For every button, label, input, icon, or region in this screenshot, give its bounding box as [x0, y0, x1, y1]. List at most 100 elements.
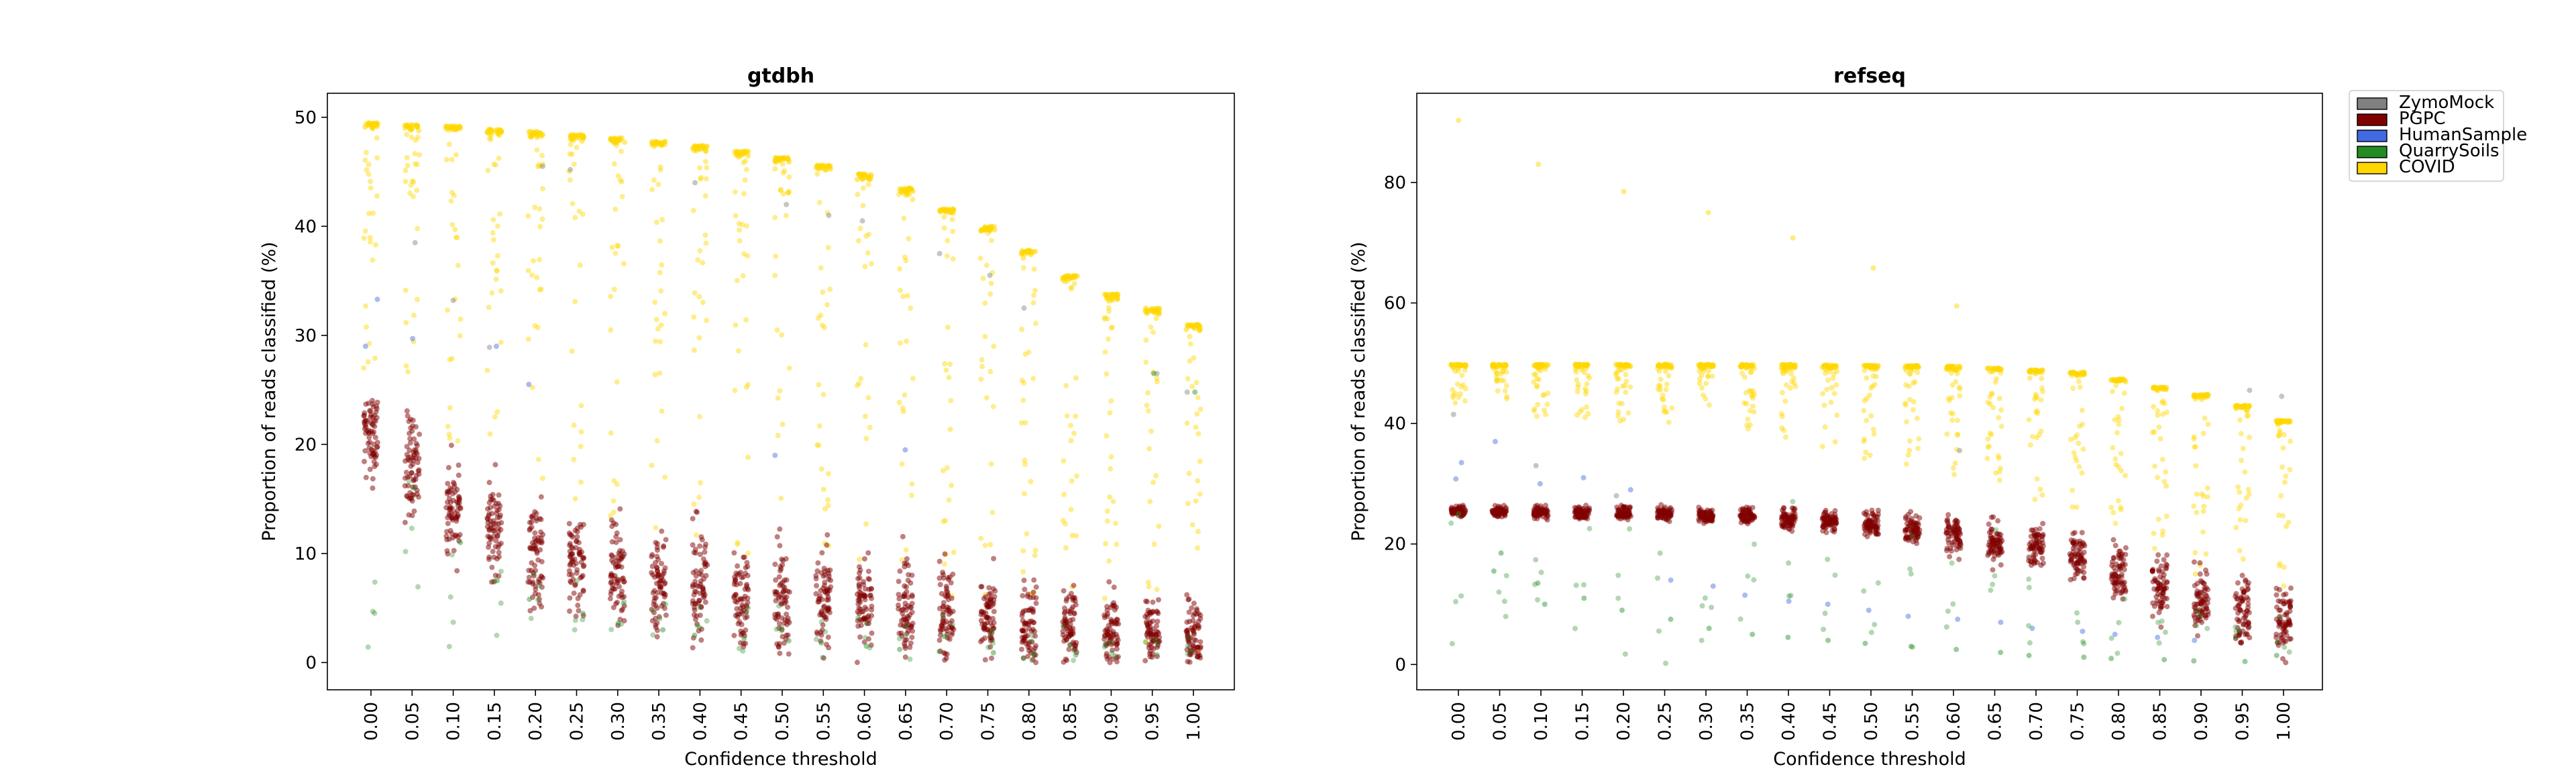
covid-point — [868, 261, 874, 267]
pgpc-point — [370, 485, 376, 491]
covid-point — [2287, 466, 2293, 472]
covid-point — [447, 357, 453, 363]
pgpc-point — [370, 476, 376, 482]
covid-point — [494, 268, 500, 274]
pgpc-point — [781, 640, 787, 646]
x-tick-label: 0.85 — [1061, 702, 1081, 741]
covid-point — [1503, 382, 1509, 389]
covid-point — [2152, 463, 2158, 469]
covid-point — [2163, 384, 2169, 391]
pgpc-point — [1913, 513, 1919, 519]
x-tick-label: 0.75 — [979, 702, 999, 741]
covid-point — [1148, 428, 1155, 434]
covid-point — [2077, 384, 2083, 391]
covid-point — [615, 173, 621, 179]
pgpc-point — [1577, 515, 1583, 521]
covid-point — [1783, 364, 1789, 370]
pgpc-point — [855, 609, 861, 615]
covid-point — [777, 187, 784, 193]
pgpc-point — [691, 612, 697, 618]
covid-point — [619, 194, 625, 200]
covid-point — [1658, 387, 1664, 393]
quarrysoils-point — [988, 633, 994, 639]
covid-point — [777, 388, 783, 394]
covid-point — [493, 276, 499, 282]
covid-point — [2070, 487, 2076, 493]
pgpc-point — [535, 592, 541, 598]
covid-point — [863, 233, 869, 239]
covid-point — [786, 156, 792, 162]
pgpc-point — [2074, 570, 2080, 576]
covid-point — [1024, 248, 1030, 254]
covid-point — [1063, 545, 1069, 551]
covid-point — [534, 147, 540, 153]
pgpc-point — [527, 527, 533, 533]
pgpc-point — [363, 474, 369, 480]
covid-point — [2116, 417, 2122, 423]
pgpc-point — [857, 570, 863, 576]
covid-point — [1955, 417, 1961, 423]
covid-point — [991, 227, 998, 233]
covid-point — [1022, 491, 1028, 497]
covid-point — [1146, 446, 1152, 452]
pgpc-point — [1875, 507, 1881, 513]
covid-point — [1189, 522, 1195, 528]
pgpc-point — [814, 568, 820, 574]
covid-point — [611, 161, 617, 167]
covid-point — [943, 517, 949, 523]
quarrysoils-point — [1030, 633, 1036, 639]
covid-point — [1903, 461, 1909, 467]
quarrysoils-point — [1020, 655, 1026, 661]
quarrysoils-point — [1102, 641, 1108, 648]
pgpc-point — [1030, 589, 1036, 595]
x-tick-label: 0.55 — [814, 702, 834, 741]
covid-point — [1071, 280, 1077, 287]
pgpc-point — [869, 630, 875, 636]
covid-point — [775, 432, 781, 438]
covid-point — [415, 225, 421, 231]
covid-point — [2200, 431, 2206, 437]
pgpc-point — [413, 484, 419, 490]
covid-point — [1741, 400, 1748, 406]
humansample-point — [772, 452, 778, 458]
pgpc-point — [496, 525, 502, 531]
pgpc-point — [979, 609, 985, 615]
covid-point — [1194, 411, 1200, 417]
covid-point — [531, 258, 537, 264]
quarrysoils-point — [527, 597, 533, 603]
covid-point — [2118, 505, 2124, 511]
pgpc-point — [533, 515, 539, 521]
pgpc-point — [2150, 600, 2156, 606]
pgpc-point — [613, 601, 619, 607]
covid-point — [1782, 434, 1788, 440]
covid-point — [864, 174, 870, 181]
covid-point — [494, 409, 500, 415]
pgpc-point — [2164, 579, 2170, 585]
covid-point — [1951, 472, 1957, 478]
covid-point — [2155, 388, 2161, 394]
pgpc-point — [944, 651, 950, 657]
pgpc-point — [1499, 507, 1505, 513]
pgpc-point — [1703, 513, 1709, 519]
covid-point — [1462, 398, 1468, 404]
quarrysoils-point — [1150, 370, 1157, 376]
covid-point — [1577, 409, 1583, 415]
covid-point — [696, 495, 702, 501]
covid-point — [1502, 388, 1508, 394]
covid-point — [2245, 486, 2251, 493]
covid-point — [2118, 450, 2124, 456]
pgpc-point — [909, 634, 915, 640]
covid-point — [1656, 368, 1662, 374]
pgpc-point — [1995, 518, 2001, 524]
covid-point — [941, 518, 947, 524]
pgpc-point — [529, 595, 535, 601]
x-tick-label: 0.00 — [362, 702, 382, 741]
covid-point — [820, 486, 826, 493]
pgpc-point — [372, 434, 378, 440]
covid-point — [859, 171, 865, 177]
covid-point — [1145, 579, 1151, 585]
pgpc-point — [942, 657, 948, 663]
covid-point — [403, 319, 409, 325]
covid-point — [2039, 376, 2045, 382]
covid-point — [1613, 370, 1619, 376]
